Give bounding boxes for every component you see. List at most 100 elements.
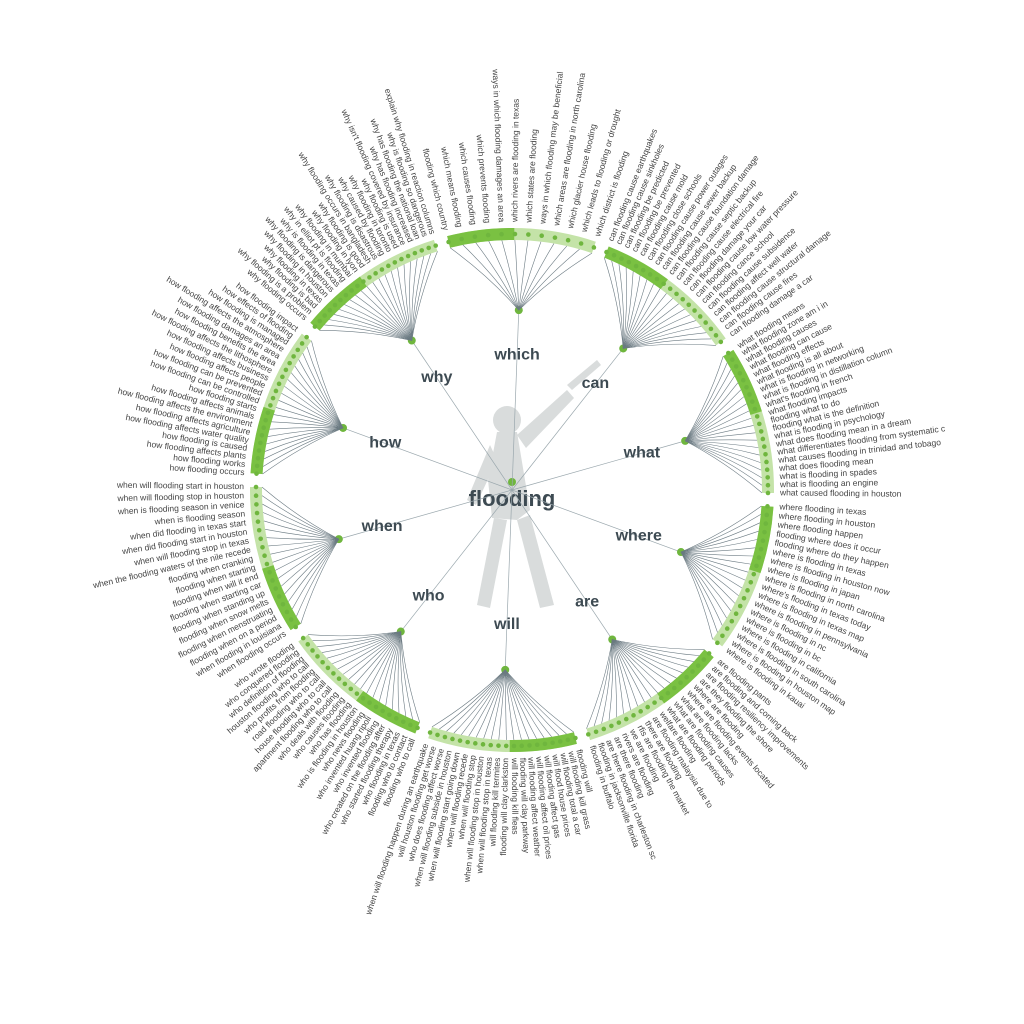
leaf-dot bbox=[504, 744, 509, 749]
leaf-dot bbox=[270, 578, 275, 583]
leaf-dot bbox=[317, 319, 322, 324]
leaf-dot bbox=[678, 680, 683, 685]
leaf-dot bbox=[648, 272, 653, 277]
arc-bright-how bbox=[251, 407, 275, 474]
leaf-dot bbox=[757, 422, 762, 427]
leaf-dot bbox=[260, 545, 265, 550]
leaf-dot bbox=[373, 271, 378, 276]
leaf-dot bbox=[526, 232, 531, 237]
leaf-dot bbox=[277, 382, 282, 387]
leaf-dot bbox=[333, 303, 338, 308]
leaf-dot bbox=[765, 504, 770, 509]
leaf-dot bbox=[355, 691, 360, 696]
leaf-dot bbox=[458, 738, 463, 743]
leaf-dot bbox=[730, 357, 735, 362]
leaf-dot bbox=[757, 555, 762, 560]
leaf-dot bbox=[696, 663, 701, 668]
leaf-dot bbox=[355, 284, 360, 289]
branch-label-what: what bbox=[623, 444, 661, 461]
leaf-label: which states are flooding bbox=[523, 129, 539, 224]
leaf-dot bbox=[337, 676, 342, 681]
leaf-dot bbox=[338, 298, 343, 303]
leaf-dot bbox=[399, 257, 404, 262]
leaf-connector bbox=[612, 261, 624, 349]
leaf-dot bbox=[553, 235, 558, 240]
leaf-dot bbox=[543, 742, 548, 747]
leaf-connector bbox=[685, 441, 759, 455]
leaf-connector bbox=[623, 293, 666, 348]
leaf-connector bbox=[350, 300, 412, 341]
leaf-dot bbox=[726, 351, 731, 356]
leaf-connector bbox=[279, 400, 343, 428]
leaf-connector bbox=[469, 670, 506, 736]
leaf-dot bbox=[715, 641, 720, 646]
leaf-dot bbox=[719, 340, 724, 345]
leaf-dot bbox=[486, 233, 491, 238]
leaf-connector bbox=[476, 243, 519, 310]
leaf-dot bbox=[433, 243, 438, 248]
leaf-dot bbox=[254, 502, 259, 507]
leaf-dot bbox=[300, 341, 305, 346]
leaf-dot bbox=[755, 414, 760, 419]
leaf-connector bbox=[681, 540, 757, 553]
leaf-dot bbox=[730, 619, 735, 624]
leaf-connector bbox=[450, 248, 519, 310]
leaf-dot bbox=[428, 730, 433, 735]
leaf-dot bbox=[348, 687, 353, 692]
leaf-dot bbox=[435, 733, 440, 738]
leaf-dot bbox=[322, 313, 327, 318]
leaf-dot bbox=[761, 437, 766, 442]
leaf-label: when will flooding start in houston bbox=[116, 480, 244, 491]
leaf-label: which rivers are flooding in texas bbox=[509, 99, 520, 223]
leaf-dot bbox=[759, 547, 764, 552]
leaf-dot bbox=[326, 666, 331, 671]
leaf-connector bbox=[285, 539, 339, 594]
leaf-dot bbox=[684, 675, 689, 680]
leaf-dot bbox=[393, 260, 398, 265]
leaf-dot bbox=[586, 732, 591, 737]
leaf-dot bbox=[686, 302, 691, 307]
leaf-dot bbox=[754, 564, 759, 569]
leaf-dot bbox=[281, 602, 286, 607]
leaf-dot bbox=[344, 293, 349, 298]
leaf-dot bbox=[301, 636, 306, 641]
leaf-connector bbox=[332, 632, 401, 664]
leaf-dot bbox=[592, 245, 597, 250]
leaf-dot bbox=[450, 737, 455, 742]
leaf-dot bbox=[274, 389, 279, 394]
spoke bbox=[512, 348, 623, 490]
leaf-connector bbox=[301, 539, 339, 624]
leaf-dot bbox=[573, 736, 578, 741]
leaf-dot bbox=[295, 348, 300, 353]
branch-label-how: how bbox=[369, 435, 402, 452]
leaf-dot bbox=[742, 596, 747, 601]
leaf-dot bbox=[289, 617, 294, 622]
branch-label-which: which bbox=[493, 346, 539, 363]
leaf-dot bbox=[287, 361, 292, 366]
leaf-dot bbox=[761, 538, 766, 543]
leaf-dot bbox=[748, 580, 753, 585]
leaf-dot bbox=[690, 669, 695, 674]
leaf-label: ways in which flooding damages an area bbox=[491, 68, 507, 223]
leaf-dot bbox=[594, 729, 599, 734]
leaf-dot bbox=[645, 705, 650, 710]
leaf-dot bbox=[566, 238, 571, 243]
leaf-dot bbox=[465, 740, 470, 745]
leaf-dot bbox=[680, 297, 685, 302]
leaf-dot bbox=[734, 611, 739, 616]
leaf-dot bbox=[579, 241, 584, 246]
leaf-dot bbox=[315, 654, 320, 659]
leaf-connector bbox=[264, 521, 339, 539]
leaf-dot bbox=[612, 253, 617, 258]
leaf-connector bbox=[623, 309, 684, 348]
leaf-connector bbox=[401, 632, 413, 720]
leaf-dot bbox=[762, 444, 767, 449]
leaf-connector bbox=[476, 670, 505, 738]
leaf-dot bbox=[331, 671, 336, 676]
leaf-dot bbox=[293, 625, 298, 630]
leaf-dot bbox=[714, 333, 719, 338]
leaf-dot bbox=[692, 308, 697, 313]
leaf-connector bbox=[681, 552, 742, 588]
leaf-dot bbox=[496, 743, 501, 748]
branch-label-who: who bbox=[412, 587, 445, 604]
